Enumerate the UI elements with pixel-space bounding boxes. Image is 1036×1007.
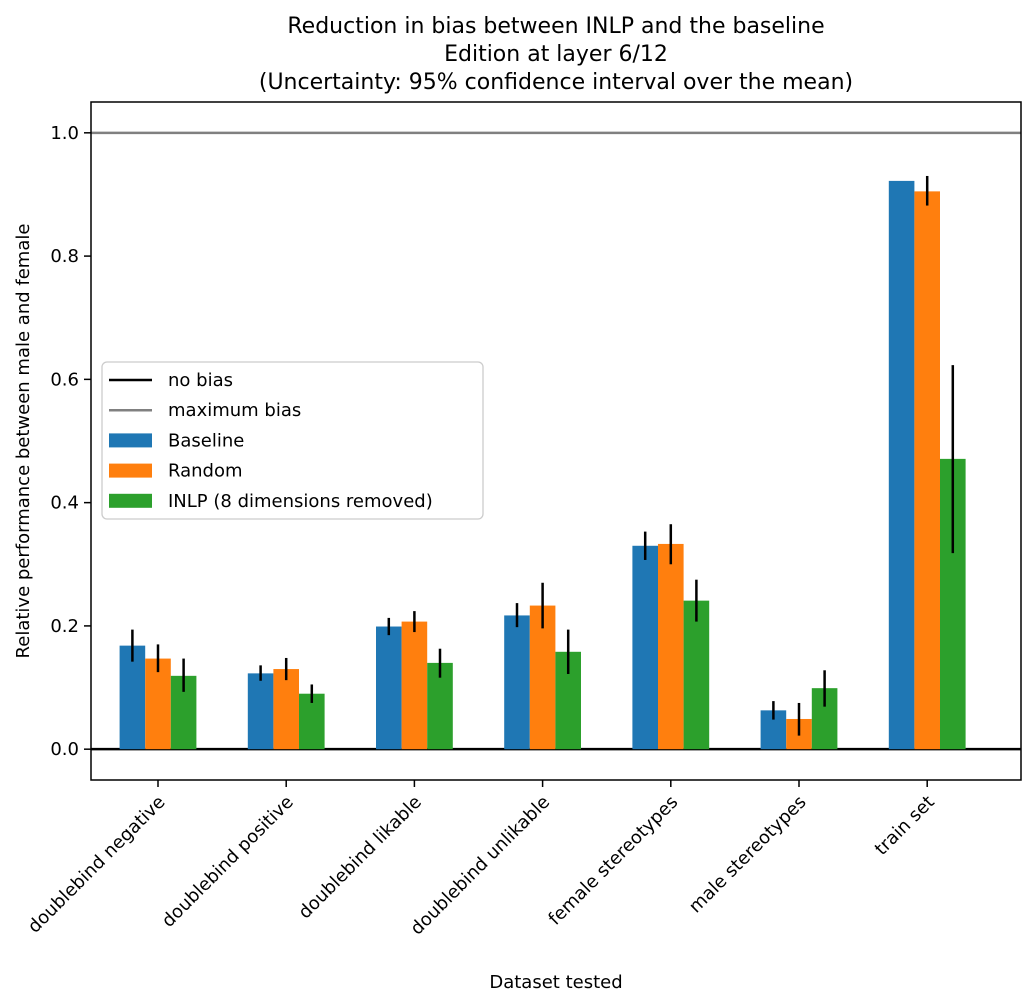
- y-tick-label-0-2: 0.2: [50, 616, 79, 637]
- bar-inlp-8-dimensions-removed-female-stereotypes: [683, 600, 710, 750]
- x-axis-label: Dataset tested: [489, 972, 622, 993]
- legend-label-baseline: Baseline: [168, 430, 244, 451]
- legend: no bias maximum bias Baseline Random INLP (8…: [101, 361, 484, 520]
- bar-baseline-train-set: [888, 180, 915, 750]
- y-tick-label-0-0: 0.0: [50, 739, 79, 760]
- bar-random-female-stereotypes: [658, 543, 684, 750]
- title-line-2: Edition at layer 6/12: [444, 42, 668, 67]
- chart-title: Reduction in bias between INLP and the b…: [259, 14, 853, 95]
- y-axis-label: Relative performance between male and fe…: [13, 224, 34, 659]
- y-tick-label-0-8: 0.8: [50, 246, 79, 267]
- bar-random-train-set: [914, 191, 940, 750]
- bar-inlp-8-dimensions-removed-doublebind-positive: [299, 693, 325, 750]
- legend-label-random: Random: [168, 461, 243, 482]
- legend-label-no-bias: no bias: [168, 370, 233, 391]
- legend-swatch-inlp-8-dimensions-removed: [109, 493, 152, 508]
- legend-label-maximum-bias: maximum bias: [168, 400, 301, 421]
- legend-label-inlp-8-dimensions-removed: INLP (8 dimensions removed): [168, 491, 433, 512]
- bar-random-doublebind-negative: [145, 658, 171, 750]
- plot-frame: [90, 101, 1022, 781]
- bar-random-doublebind-unlikable: [529, 605, 556, 750]
- bar-baseline-doublebind-likable: [376, 626, 402, 750]
- bar-random-doublebind-positive: [273, 669, 299, 750]
- y-tick-label-0-6: 0.6: [50, 369, 79, 390]
- bar-baseline-doublebind-positive: [247, 673, 274, 750]
- bar-baseline-doublebind-negative: [119, 645, 146, 750]
- bar-baseline-doublebind-unlikable: [504, 615, 530, 750]
- title-line-1: Reduction in bias between INLP and the b…: [287, 14, 824, 39]
- bar-baseline-female-stereotypes: [632, 545, 658, 750]
- title-line-3: (Uncertainty: 95% confidence interval ov…: [259, 70, 853, 95]
- legend-swatch-baseline: [109, 433, 152, 448]
- y-tick-label-0-4: 0.4: [50, 493, 79, 514]
- y-tick-label-1-0: 1.0: [50, 123, 79, 144]
- legend-box: [101, 361, 484, 520]
- bar-random-doublebind-likable: [401, 621, 428, 750]
- legend-swatch-random: [109, 463, 152, 478]
